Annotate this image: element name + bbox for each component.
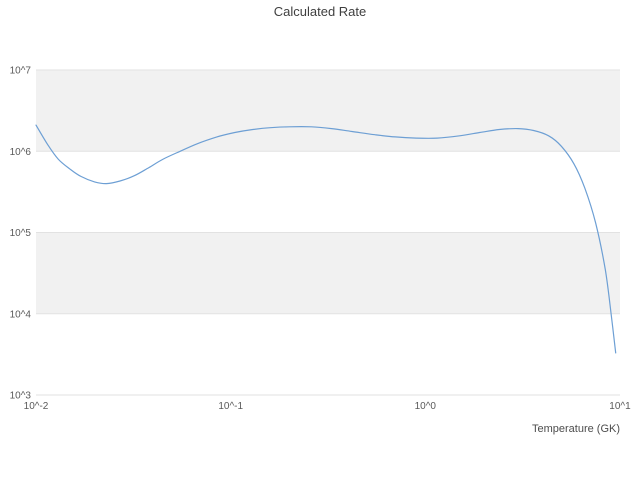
x-axis-label: Temperature (GK)	[531, 423, 620, 435]
y-tick-label: 10^5	[10, 228, 32, 239]
rate-line	[35, 124, 617, 354]
y-tick-label: 10^4	[10, 309, 32, 320]
x-tick-label: 10^0	[415, 401, 437, 412]
plot-band	[36, 70, 620, 152]
chart-title: Calculated Rate	[273, 4, 367, 19]
y-tick-label: 10^6	[10, 147, 32, 158]
x-tick-label: 10^-2	[24, 401, 49, 412]
x-tick-label: 10^1	[609, 401, 631, 412]
plot-band	[36, 232, 620, 314]
y-tick-label: 10^3	[10, 391, 32, 402]
x-tick-label: 10^-1	[218, 401, 243, 412]
y-tick-label: 10^7	[10, 66, 32, 77]
